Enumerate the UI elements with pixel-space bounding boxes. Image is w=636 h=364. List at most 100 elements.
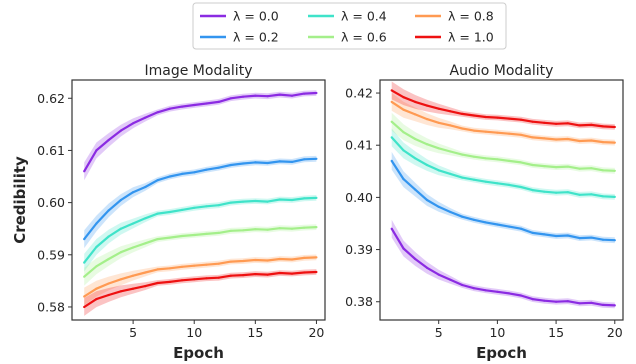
image-series-2-point [278, 198, 281, 201]
audio-series-1-point [531, 231, 534, 234]
audio-series-4-point [449, 124, 452, 127]
image-series-3-band [84, 224, 317, 286]
image-series-3-point [242, 229, 245, 232]
image-panel-title: Image Modality [145, 63, 253, 79]
legend-item[interactable]: λ = 0.4 [308, 9, 387, 24]
image-series-4-point [193, 264, 196, 267]
audio-series-0-point [484, 289, 487, 292]
image-series-4-point [132, 274, 135, 277]
legend-item[interactable]: λ = 1.0 [415, 30, 494, 45]
audio-series-1-point [437, 205, 440, 208]
audio-panel-title: Audio Modality [450, 63, 554, 79]
image-series-1-point [229, 163, 232, 167]
audio-series-3-point [414, 137, 417, 141]
audio-series-2-point [555, 191, 558, 194]
image-series-3-point [144, 242, 147, 245]
audio-series-3-point [590, 167, 593, 170]
image-y-tick-label: 0.60 [37, 195, 65, 210]
image-series-3-point [229, 229, 232, 232]
image-series-0-point [278, 93, 281, 96]
audio-series-1-point [414, 188, 417, 191]
audio-series-0-point [508, 292, 511, 295]
audio-series-5-point [555, 122, 558, 125]
audio-y-tick-label: 0.41 [345, 138, 373, 153]
audio-series-5-point [531, 120, 534, 123]
audio-series-2-point [566, 191, 569, 194]
audio-series-1-point [484, 221, 487, 224]
image-series-3-point [217, 231, 220, 234]
image-series-1-point [290, 160, 294, 163]
image-series-4-point [242, 259, 245, 263]
image-series-0-point [95, 149, 98, 152]
image-series-3-point [156, 238, 159, 241]
audio-series-0-point [472, 287, 475, 290]
legend-item[interactable]: λ = 0.6 [308, 30, 387, 45]
image-series-3-point [254, 228, 257, 231]
image-series-4-point [107, 282, 110, 285]
audio-series-4-point [519, 133, 523, 136]
image-series-2-point [217, 204, 220, 207]
image-series-5-point [83, 305, 86, 309]
legend-item[interactable]: λ = 0.2 [200, 30, 279, 45]
image-series-2-point [290, 198, 294, 202]
image-modality-panel: Image Modality 5 10 15 20 0.58 0.59 0.60 0.61 0.6… [11, 63, 326, 362]
audio-series-5-point [390, 89, 393, 92]
image-series-4-point [83, 295, 86, 298]
image-y-axis-label: Credibility [11, 156, 29, 244]
audio-series-1-point [472, 218, 475, 221]
image-x-tick-label: 20 [308, 325, 324, 340]
image-series-5-point [229, 274, 232, 277]
audio-series-4-point [425, 118, 429, 121]
audio-series-2-point [531, 189, 534, 192]
legend-item[interactable]: λ = 0.8 [415, 9, 494, 24]
image-y-tick-label: 0.59 [37, 247, 65, 262]
audio-series-3-line [390, 120, 615, 172]
audio-series-0-band [391, 219, 615, 309]
image-series-3-point [180, 234, 184, 238]
image-series-3-point [107, 257, 110, 261]
audio-series-0-point [590, 301, 593, 304]
image-series-2-point [144, 217, 147, 220]
audio-series-0-point [402, 247, 405, 250]
image-series-0-point [217, 100, 220, 103]
image-series-1-point [119, 198, 122, 202]
audio-series-3-point [484, 157, 487, 160]
image-series-2-point [83, 261, 86, 264]
legend-item[interactable]: λ = 0.0 [200, 9, 279, 24]
image-series-1-point [83, 238, 86, 241]
audio-series-5-line [391, 89, 615, 129]
audio-series-4-point [402, 108, 405, 111]
image-series-0-point [156, 111, 159, 114]
audio-series-5-point [543, 121, 546, 124]
legend-label: λ = 1.0 [448, 30, 494, 45]
image-series-5-point [315, 270, 318, 274]
audio-series-0-point [437, 273, 440, 276]
image-series-2-point [168, 210, 171, 214]
image-series-3 [83, 224, 318, 286]
audio-series-5-point [425, 104, 429, 107]
audio-series-2-point [519, 185, 523, 189]
audio-series-3-point [496, 158, 499, 161]
audio-series-4-point [461, 127, 464, 130]
image-series-2-point [95, 245, 98, 249]
audio-series-0-point [414, 257, 417, 261]
image-series-0-point [83, 170, 86, 173]
audio-series-4-point [566, 137, 569, 141]
audio-series-3-point [472, 155, 475, 158]
image-series-4-point [180, 265, 184, 268]
image-series-5-point [303, 271, 306, 274]
legend[interactable]: λ = 0.0 λ = 0.2 λ = 0.4 λ = 0.6 λ = 0.8 λ = 1… [192, 2, 507, 50]
audio-series-2-point [484, 180, 487, 183]
audio-series-4-point [484, 130, 487, 133]
audio-series-0-point [461, 283, 464, 287]
image-series-2-point [107, 235, 110, 238]
image-series-1 [83, 155, 318, 249]
image-series-5-point [278, 271, 281, 275]
image-series-2-point [254, 199, 257, 203]
audio-series-2-point [508, 183, 511, 186]
audio-series-2-point [449, 172, 452, 175]
audio-series-5-point [508, 117, 511, 120]
image-series-3-point [278, 227, 281, 230]
audio-series-0-point [543, 299, 546, 302]
audio-series-5-point [402, 96, 405, 99]
